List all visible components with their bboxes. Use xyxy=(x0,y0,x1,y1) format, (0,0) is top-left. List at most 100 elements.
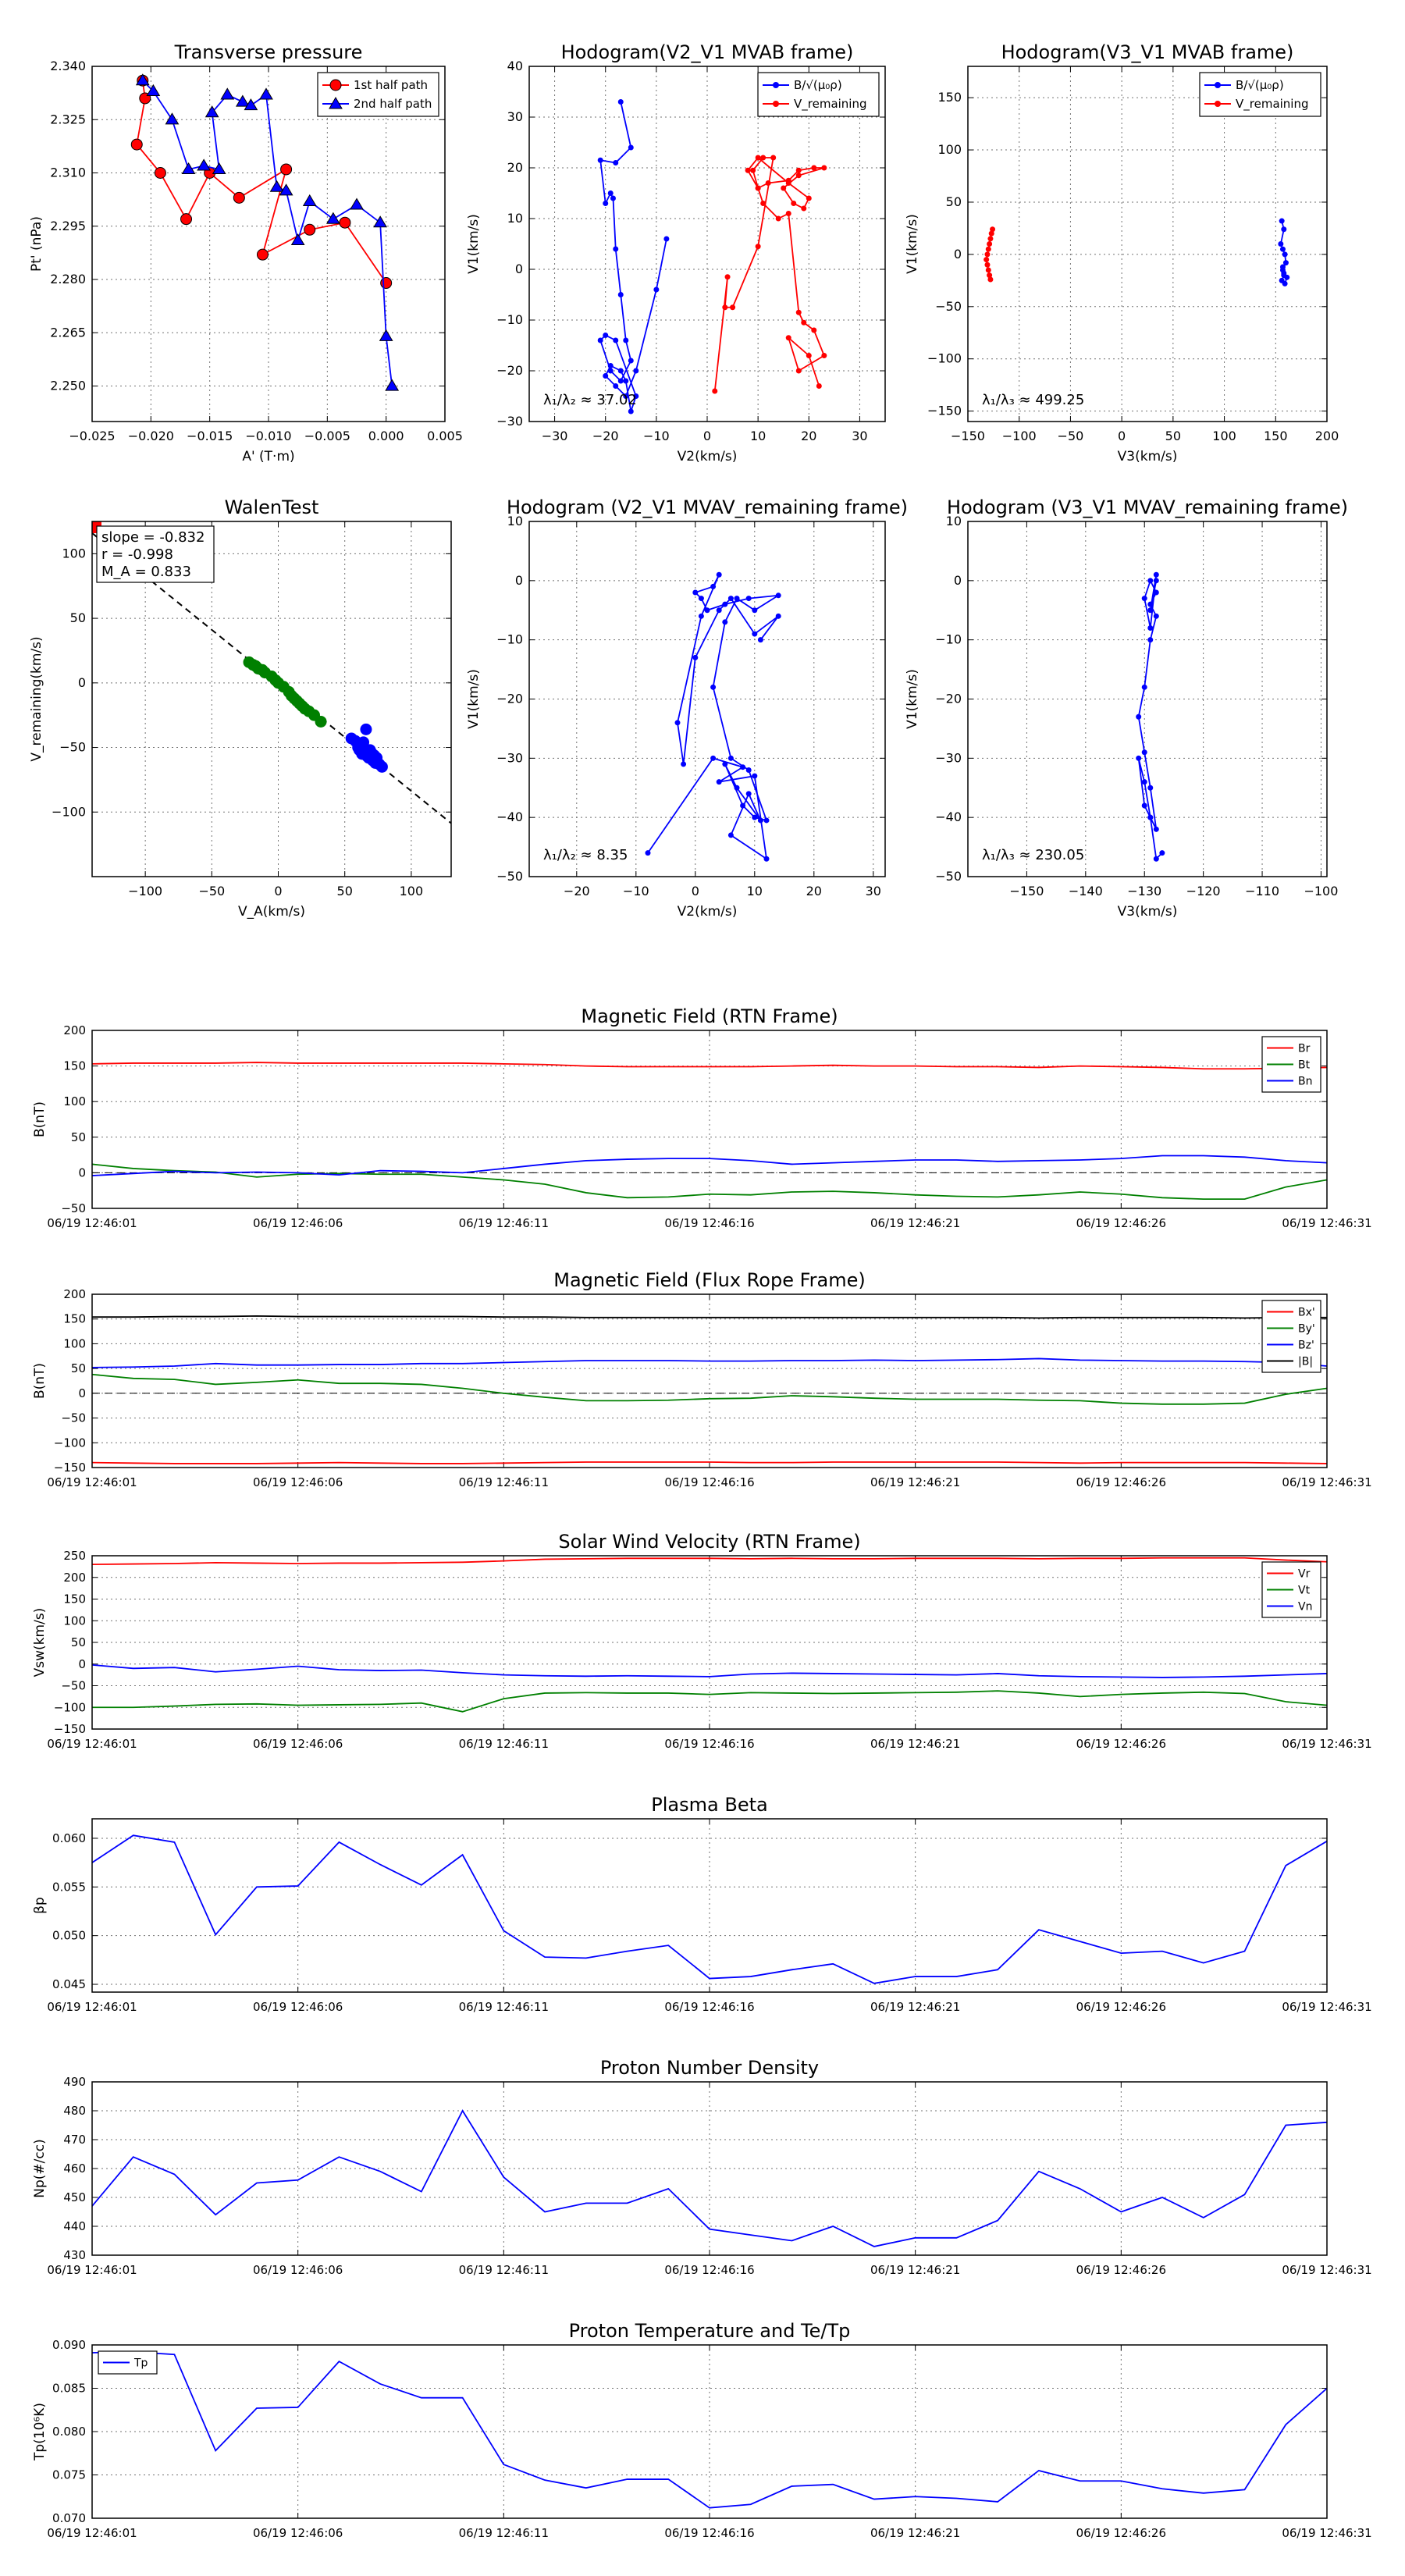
data-point xyxy=(379,329,393,341)
y-tick-label: −30 xyxy=(496,750,523,765)
data-point xyxy=(610,195,616,201)
x-tick-label: 06/19 12:46:06 xyxy=(253,2263,343,2277)
data-point xyxy=(613,337,619,343)
x-tick-label: 06/19 12:46:31 xyxy=(1282,2000,1371,2014)
series-line-1st half path xyxy=(136,80,387,284)
x-axis-label: V2(km/s) xyxy=(678,449,738,464)
y-tick-label: 0 xyxy=(515,573,523,588)
data-point xyxy=(256,248,269,261)
data-point xyxy=(745,767,752,773)
data-point xyxy=(757,817,763,824)
x-tick-label: 06/19 12:46:11 xyxy=(459,2000,549,2014)
legend-marker xyxy=(1215,82,1221,88)
legend-label: 2nd half path xyxy=(354,97,432,111)
legend: B/√(μ₀ρ) V_remaining xyxy=(1199,72,1321,117)
data-point xyxy=(785,180,791,186)
data-point xyxy=(990,226,996,233)
data-point xyxy=(1153,571,1159,578)
y-tick-label: −20 xyxy=(496,363,523,378)
x-tick-label: 06/19 12:46:11 xyxy=(459,1216,549,1230)
data-point xyxy=(325,212,340,224)
data-point xyxy=(613,246,619,252)
x-tick-label: 06/19 12:46:06 xyxy=(253,2526,343,2540)
y-tick-label: −40 xyxy=(935,809,962,824)
x-tick-label: −140 xyxy=(1069,884,1103,898)
y-tick-label: −10 xyxy=(496,312,523,327)
data-point xyxy=(617,368,624,374)
y-tick-label: 100 xyxy=(63,1336,86,1350)
data-point xyxy=(1147,625,1154,631)
y-tick-label: 0.075 xyxy=(52,2468,86,2482)
x-tick-label: −0.005 xyxy=(304,429,350,443)
legend-marker xyxy=(1215,101,1221,107)
x-tick-label: 06/19 12:46:31 xyxy=(1282,1216,1371,1230)
ticks xyxy=(529,521,885,877)
x-tick-label: 0 xyxy=(1118,429,1126,443)
data-point xyxy=(1281,226,1287,233)
y-tick-label: 100 xyxy=(62,546,86,560)
data-point xyxy=(734,596,740,602)
data-point xyxy=(1153,578,1159,584)
x-tick-label: 06/19 12:46:31 xyxy=(1282,2263,1371,2277)
y-tick-label: 200 xyxy=(63,1287,86,1301)
series-line-Tp xyxy=(92,2350,1327,2509)
chart-title: Hodogram(V2_V1 MVAB frame) xyxy=(561,41,854,63)
data-point xyxy=(1282,251,1288,258)
series-line-Bz' xyxy=(92,1357,1327,1368)
data-point xyxy=(775,613,781,619)
y-tick-label: 470 xyxy=(63,2133,86,2147)
y-tick-label: 0 xyxy=(954,247,962,262)
y-axis-label: V1(km/s) xyxy=(466,214,482,274)
data-point xyxy=(988,230,994,237)
x-tick-label: 100 xyxy=(400,884,424,898)
data-point xyxy=(727,596,734,602)
data-point xyxy=(704,607,710,614)
data-point xyxy=(205,105,219,118)
data-point xyxy=(795,167,802,173)
data-point xyxy=(623,393,629,399)
x-tick-label: 06/19 12:46:01 xyxy=(47,2000,137,2014)
plot-frame xyxy=(91,1030,1328,1209)
chart-tp_temp: 06/19 12:46:01 06/19 12:46:06 06/19 12:46:… xyxy=(32,2320,1372,2540)
chart-title: Transverse pressure xyxy=(174,41,363,63)
legend-label: 1st half path xyxy=(354,78,428,92)
chart-title: Magnetic Field (Flux Rope Frame) xyxy=(553,1269,865,1291)
y-axis-label: V1(km/s) xyxy=(466,669,482,729)
y-tick-label: 0 xyxy=(954,573,962,588)
series-line-Bt xyxy=(92,1163,1327,1201)
data-point xyxy=(653,286,660,293)
data-point xyxy=(806,353,812,358)
y-tick-label: 0.085 xyxy=(52,2382,86,2396)
chart-title: WalenTest xyxy=(225,496,319,518)
x-tick-label: −30 xyxy=(542,429,568,443)
chart-hodo1: −30 −20 −10 0 10 20 30 −30 −20 −10 0 10 20 30 40 Hodogr… xyxy=(466,41,886,464)
plot-frame xyxy=(528,66,886,422)
legend: Bx' By' Bz' |B| xyxy=(1261,1300,1321,1373)
series-line-Bn xyxy=(92,1155,1327,1176)
series-line-Vt xyxy=(92,1690,1327,1713)
legend-label: |B| xyxy=(1298,1356,1313,1368)
data-point xyxy=(1279,264,1286,270)
y-tick-label: 2.295 xyxy=(50,219,86,233)
data-point xyxy=(795,368,802,374)
data-point xyxy=(180,213,193,226)
ticks xyxy=(92,521,451,877)
data-point xyxy=(698,613,704,619)
x-tick-label: −110 xyxy=(1245,884,1279,898)
x-tick-label: 0.005 xyxy=(427,429,463,443)
y-tick-label: 50 xyxy=(71,1130,86,1144)
chart-title: Solar Wind Velocity (RTN Frame) xyxy=(558,1531,860,1553)
x-tick-label: −100 xyxy=(1002,429,1037,443)
data-point xyxy=(607,363,614,368)
x-tick-label: 06/19 12:46:26 xyxy=(1076,2263,1166,2277)
data-point xyxy=(730,304,736,311)
data-point xyxy=(757,637,763,643)
data-point xyxy=(1281,270,1287,276)
x-tick-label: 06/19 12:46:26 xyxy=(1076,2526,1166,2540)
y-tick-label: −50 xyxy=(935,869,962,884)
data-point xyxy=(984,257,990,263)
plot-area xyxy=(968,66,1327,422)
data-point xyxy=(617,292,624,297)
x-tick-label: 06/19 12:46:01 xyxy=(47,1737,137,1751)
data-point xyxy=(350,197,364,210)
